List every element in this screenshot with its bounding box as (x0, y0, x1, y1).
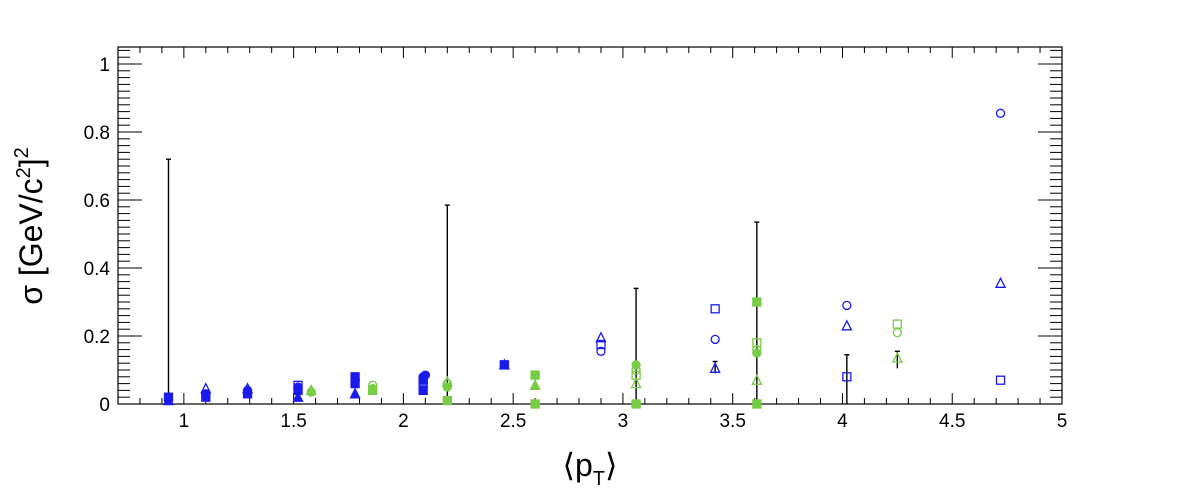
data-point-square (631, 399, 641, 409)
data-point-square (418, 377, 428, 387)
data-point-triangle (441, 375, 453, 387)
data-point-triangle (751, 373, 763, 385)
data-point-circle (631, 365, 641, 375)
data-point-circle (442, 378, 452, 389)
y-tick-label: 0.6 (84, 191, 110, 212)
data-point-triangle (162, 394, 175, 406)
data-point-square (752, 297, 762, 307)
data-point-circle (350, 375, 360, 385)
x-tick-label: 4.5 (939, 411, 965, 432)
data-point-triangle (292, 390, 304, 402)
data-point-circle (596, 346, 606, 356)
x-tick-label: 1 (179, 411, 190, 432)
data-point-triangle (305, 383, 317, 396)
data-point-square (530, 399, 540, 409)
x-tick-label: 5 (1057, 411, 1068, 432)
data-point-square (293, 380, 303, 390)
data-markers (162, 108, 1007, 409)
data-point-triangle (994, 276, 1007, 288)
data-point-triangle (630, 377, 642, 389)
data-point-circle (201, 389, 211, 399)
y-tick-label: 0.4 (84, 259, 111, 280)
x-tick-label: 3 (618, 411, 629, 432)
y-tick-label: 1 (99, 55, 110, 76)
data-point-circle (710, 334, 720, 345)
data-point-square (499, 360, 510, 370)
y-tick-label: 0.2 (84, 327, 110, 348)
data-point-circle (530, 370, 540, 380)
x-axis-title: ⟨pT⟩ (563, 447, 618, 490)
x-tick-label: 4 (837, 411, 848, 432)
data-point-triangle (595, 331, 607, 343)
data-point-circle (752, 344, 762, 355)
x-tick-label: 3.5 (719, 411, 745, 432)
data-point-square (442, 395, 452, 406)
y-tick-label: 0 (99, 395, 110, 416)
data-point-circle (420, 370, 430, 380)
data-point-triangle (891, 351, 903, 363)
data-point-square (752, 399, 762, 409)
data-point-triangle (200, 382, 212, 394)
data-point-circle (368, 380, 378, 390)
x-tick-label: 1.5 (280, 411, 306, 432)
x-tick-label: 2.5 (500, 411, 526, 432)
y-axis-title: σ [GeV/c2]2 (11, 147, 49, 305)
error-bars (165, 158, 900, 404)
data-point-circle (995, 108, 1006, 118)
x-axis: 1 1.5 2 2.5 3 3.5 4 4.5 5 (117, 47, 1068, 432)
data-point-square (596, 339, 606, 350)
data-point-square (418, 385, 428, 396)
y-axis: 0 0.2 0.4 0.6 0.8 1 (84, 49, 1062, 416)
data-point-square (752, 338, 762, 348)
data-point-square (631, 370, 641, 380)
data-point-square (842, 372, 852, 382)
data-point-square (995, 375, 1006, 385)
plot-frame (117, 46, 1063, 405)
data-point-circle (842, 300, 852, 311)
data-point-triangle (709, 361, 721, 373)
data-point-circle (892, 327, 902, 338)
y-tick-label: 0.8 (84, 123, 110, 144)
x-tick-label: 2 (398, 411, 409, 432)
data-point-square (892, 319, 902, 329)
data-point-triangle (241, 382, 254, 394)
data-point-triangle (841, 319, 853, 331)
data-point-square (710, 304, 720, 314)
data-point-triangle (529, 378, 541, 390)
data-point-triangle (349, 387, 361, 399)
